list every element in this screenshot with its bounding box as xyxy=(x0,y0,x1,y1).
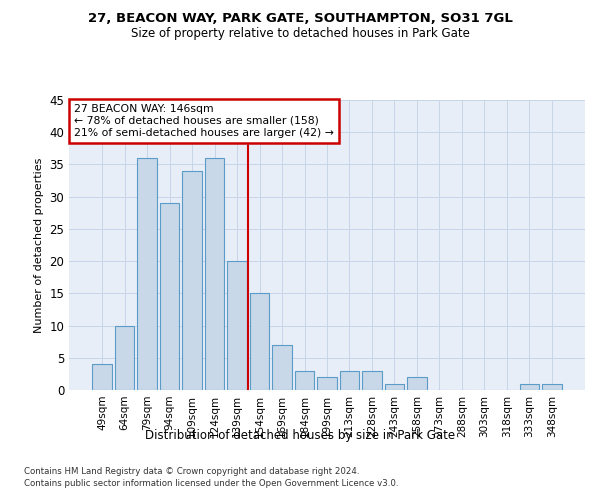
Bar xyxy=(205,158,224,390)
Bar xyxy=(295,370,314,390)
Text: Distribution of detached houses by size in Park Gate: Distribution of detached houses by size … xyxy=(145,428,455,442)
Bar xyxy=(385,384,404,390)
Y-axis label: Number of detached properties: Number of detached properties xyxy=(34,158,44,332)
Bar xyxy=(137,158,157,390)
Bar xyxy=(160,203,179,390)
Text: 27 BEACON WAY: 146sqm
← 78% of detached houses are smaller (158)
21% of semi-det: 27 BEACON WAY: 146sqm ← 78% of detached … xyxy=(74,104,334,138)
Bar xyxy=(542,384,562,390)
Bar xyxy=(362,370,382,390)
Text: Contains public sector information licensed under the Open Government Licence v3: Contains public sector information licen… xyxy=(24,479,398,488)
Bar xyxy=(227,261,247,390)
Bar xyxy=(182,171,202,390)
Bar xyxy=(92,364,112,390)
Bar xyxy=(520,384,539,390)
Text: 27, BEACON WAY, PARK GATE, SOUTHAMPTON, SO31 7GL: 27, BEACON WAY, PARK GATE, SOUTHAMPTON, … xyxy=(88,12,512,26)
Bar xyxy=(317,377,337,390)
Bar xyxy=(340,370,359,390)
Text: Contains HM Land Registry data © Crown copyright and database right 2024.: Contains HM Land Registry data © Crown c… xyxy=(24,468,359,476)
Bar xyxy=(272,345,292,390)
Text: Size of property relative to detached houses in Park Gate: Size of property relative to detached ho… xyxy=(131,28,469,40)
Bar xyxy=(250,294,269,390)
Bar xyxy=(115,326,134,390)
Bar xyxy=(407,377,427,390)
